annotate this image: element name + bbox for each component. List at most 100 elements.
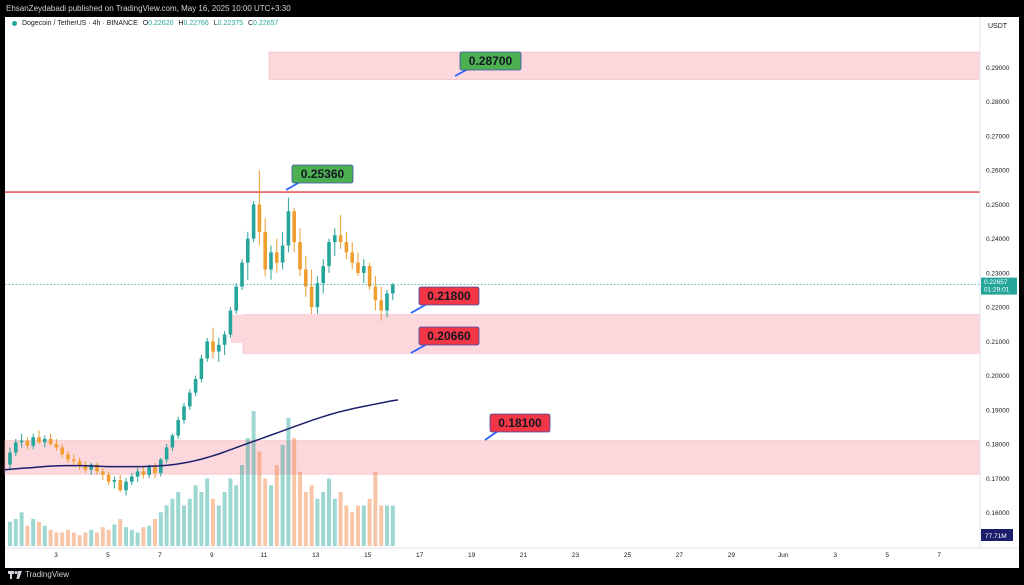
x-tick-label: 9 — [210, 552, 214, 559]
candle-body — [141, 471, 146, 475]
volume-bar — [216, 505, 221, 546]
volume-bar — [356, 505, 360, 546]
volume-bar — [48, 529, 53, 546]
volume-bar — [129, 529, 134, 546]
x-tick-label: 17 — [416, 552, 424, 559]
y-tick-label: 0.27000 — [986, 133, 1010, 140]
volume-bar — [263, 478, 268, 546]
volume-value-label: 77.71M — [985, 533, 1007, 540]
price-label-countdown: 01:29:01 — [984, 287, 1010, 294]
candle-body — [228, 310, 233, 335]
volume-bar — [280, 444, 285, 546]
zone-rect — [268, 51, 981, 80]
candle-body — [95, 464, 99, 472]
volume-bar — [344, 505, 349, 546]
volume-bar — [25, 525, 30, 546]
moving-average-line — [4, 399, 399, 471]
candle-body — [124, 481, 128, 491]
volume-bar — [176, 492, 181, 546]
candle-body — [14, 442, 18, 453]
volume-bar — [251, 411, 256, 546]
candle-body — [309, 286, 314, 308]
candle-body — [391, 284, 395, 294]
candle-body — [83, 466, 88, 470]
y-tick-label: 0.17000 — [986, 476, 1010, 483]
x-tick-label: 3 — [54, 552, 58, 559]
open-value: 0.22620 — [148, 20, 174, 27]
volume-bar — [269, 485, 273, 546]
x-tick-label: 27 — [676, 552, 684, 559]
volume-bar — [303, 492, 308, 546]
zones-layer — [4, 51, 981, 475]
candle-body — [292, 211, 296, 243]
candle-body — [338, 235, 343, 243]
candle-body — [373, 286, 378, 301]
volume-bar — [89, 529, 94, 546]
y-tick-label: 0.21000 — [986, 339, 1010, 346]
x-axis: 3 5 7 9 11 13 15 17 19 21 23 25 27 29 Jun 3 5 7 — [5, 547, 1019, 559]
volume-bar — [77, 535, 82, 546]
annotation-pointer — [484, 430, 499, 441]
annotation-pointer — [410, 343, 428, 354]
volume-bar — [170, 498, 175, 546]
currency-label: USDT — [988, 23, 1008, 30]
volume-bar — [193, 485, 198, 546]
candle-body — [269, 252, 273, 270]
volume-bar — [274, 465, 279, 546]
symbol-title[interactable]: Dogecoin / TetherUS · 4h · BINANCE — [21, 20, 138, 27]
x-tick-label: 19 — [468, 552, 476, 559]
x-tick-label: 13 — [312, 552, 320, 559]
candle-body — [66, 454, 70, 460]
candle-body — [362, 266, 366, 273]
tradingview-logo[interactable]: TradingView — [8, 570, 69, 579]
candle-body — [234, 286, 238, 311]
volume-bar — [292, 438, 297, 546]
volume-bar — [361, 505, 366, 546]
price-label-box — [981, 277, 1017, 295]
candle-body — [72, 459, 76, 462]
candle-body — [31, 437, 35, 446]
candle-body — [333, 235, 337, 243]
candle-body — [367, 266, 372, 287]
y-axis: 0.29000 0.28000 0.27000 0.26000 0.25000 0.240… — [979, 17, 1017, 548]
x-tick-label: 15 — [364, 552, 372, 559]
volume-bar — [54, 532, 59, 546]
volume-bar — [42, 525, 47, 546]
x-tick-label: 29 — [728, 552, 736, 559]
annotation-label: 0.21800 — [427, 289, 471, 303]
candle-body — [222, 334, 227, 345]
candle-body — [286, 211, 291, 246]
volume-bar — [158, 512, 163, 546]
volume-bar — [332, 498, 337, 546]
annotation-box — [459, 51, 522, 71]
candle-body — [211, 341, 215, 352]
candle-body — [25, 440, 30, 446]
candle-body — [54, 444, 59, 448]
volume-bar — [338, 492, 343, 546]
x-tick-label: 25 — [624, 552, 632, 559]
footer-bar — [0, 568, 1024, 585]
candle-body — [170, 435, 175, 448]
candle-body — [182, 406, 186, 421]
annotation-box — [291, 164, 354, 184]
volume-bar — [286, 417, 291, 546]
volume-value-box — [981, 529, 1013, 541]
volume-bar — [379, 505, 384, 546]
x-tick-label: 5 — [106, 552, 110, 559]
chart-panel[interactable] — [5, 17, 1019, 568]
candle-body — [153, 466, 157, 474]
annotations-layer: 0.28700 0.25360 0.21800 0.20660 0.18100 — [285, 51, 551, 441]
candle-body — [356, 262, 360, 273]
volume-bar — [182, 505, 186, 546]
close-value: 0.22657 — [253, 20, 279, 27]
candle-body — [118, 479, 122, 491]
volume-bar — [327, 478, 331, 546]
volume-bar — [66, 529, 70, 546]
candle-body — [8, 452, 12, 465]
y-tick-label: 0.24000 — [986, 236, 1010, 243]
volume-bar — [350, 512, 355, 546]
y-tick-label: 0.29000 — [986, 65, 1010, 72]
volume-bar — [37, 521, 41, 546]
candle-body — [263, 231, 267, 270]
